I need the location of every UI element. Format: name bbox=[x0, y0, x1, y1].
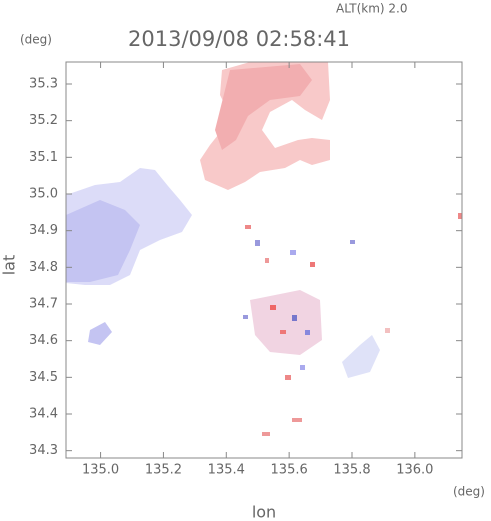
y-tick-label: 35.1 bbox=[29, 150, 58, 165]
speckle bbox=[300, 365, 305, 370]
speckles bbox=[243, 213, 462, 436]
y-tick-label: 34.7 bbox=[29, 297, 58, 312]
x-tick-label: 135.2 bbox=[145, 463, 182, 478]
speckle bbox=[243, 315, 248, 319]
x-tick-label: 135.4 bbox=[208, 463, 245, 478]
chart-title: 2013/09/08 02:58:41 bbox=[128, 27, 350, 51]
speckle bbox=[255, 240, 260, 246]
echo-region bbox=[88, 322, 112, 345]
speckle bbox=[350, 240, 355, 244]
radar-echoes bbox=[66, 62, 462, 436]
y-tick-label: 34.3 bbox=[29, 443, 58, 458]
y-tick-label: 35.0 bbox=[29, 187, 58, 202]
echo-region bbox=[215, 64, 312, 150]
speckle bbox=[305, 330, 310, 335]
y-tick-label: 34.4 bbox=[29, 407, 58, 422]
speckle bbox=[245, 225, 251, 229]
altitude-label: ALT(km) 2.0 bbox=[336, 2, 407, 16]
x-tick-label: 135.0 bbox=[82, 463, 119, 478]
speckle bbox=[292, 315, 297, 321]
speckle bbox=[262, 432, 270, 436]
speckle bbox=[290, 250, 296, 255]
speckle bbox=[265, 258, 269, 263]
x-unit: (deg) bbox=[453, 485, 485, 499]
plot-frame bbox=[65, 61, 463, 459]
echo-region bbox=[250, 290, 322, 355]
x-tick-label: 136.0 bbox=[396, 463, 433, 478]
speckle bbox=[285, 375, 291, 380]
y-tick-label: 34.8 bbox=[29, 260, 58, 275]
speckle bbox=[292, 418, 302, 422]
speckle bbox=[385, 328, 390, 333]
speckle bbox=[310, 262, 315, 267]
y-tick-label: 35.3 bbox=[29, 77, 58, 92]
x-tick-label: 135.8 bbox=[333, 463, 370, 478]
y-tick-label: 34.6 bbox=[29, 333, 58, 348]
speckle bbox=[458, 213, 462, 219]
y-tick-label: 34.9 bbox=[29, 223, 58, 238]
speckle bbox=[280, 330, 286, 334]
speckle bbox=[270, 305, 276, 310]
y-unit: (deg) bbox=[20, 33, 52, 47]
y-tick-label: 34.5 bbox=[29, 370, 58, 385]
x-axis-label: lon bbox=[252, 503, 276, 521]
y-tick-label: 35.2 bbox=[29, 113, 58, 128]
echo-region bbox=[66, 200, 140, 282]
x-tick-label: 135.6 bbox=[271, 463, 308, 478]
echo-region bbox=[342, 335, 380, 378]
y-axis-label: lat bbox=[0, 255, 19, 276]
